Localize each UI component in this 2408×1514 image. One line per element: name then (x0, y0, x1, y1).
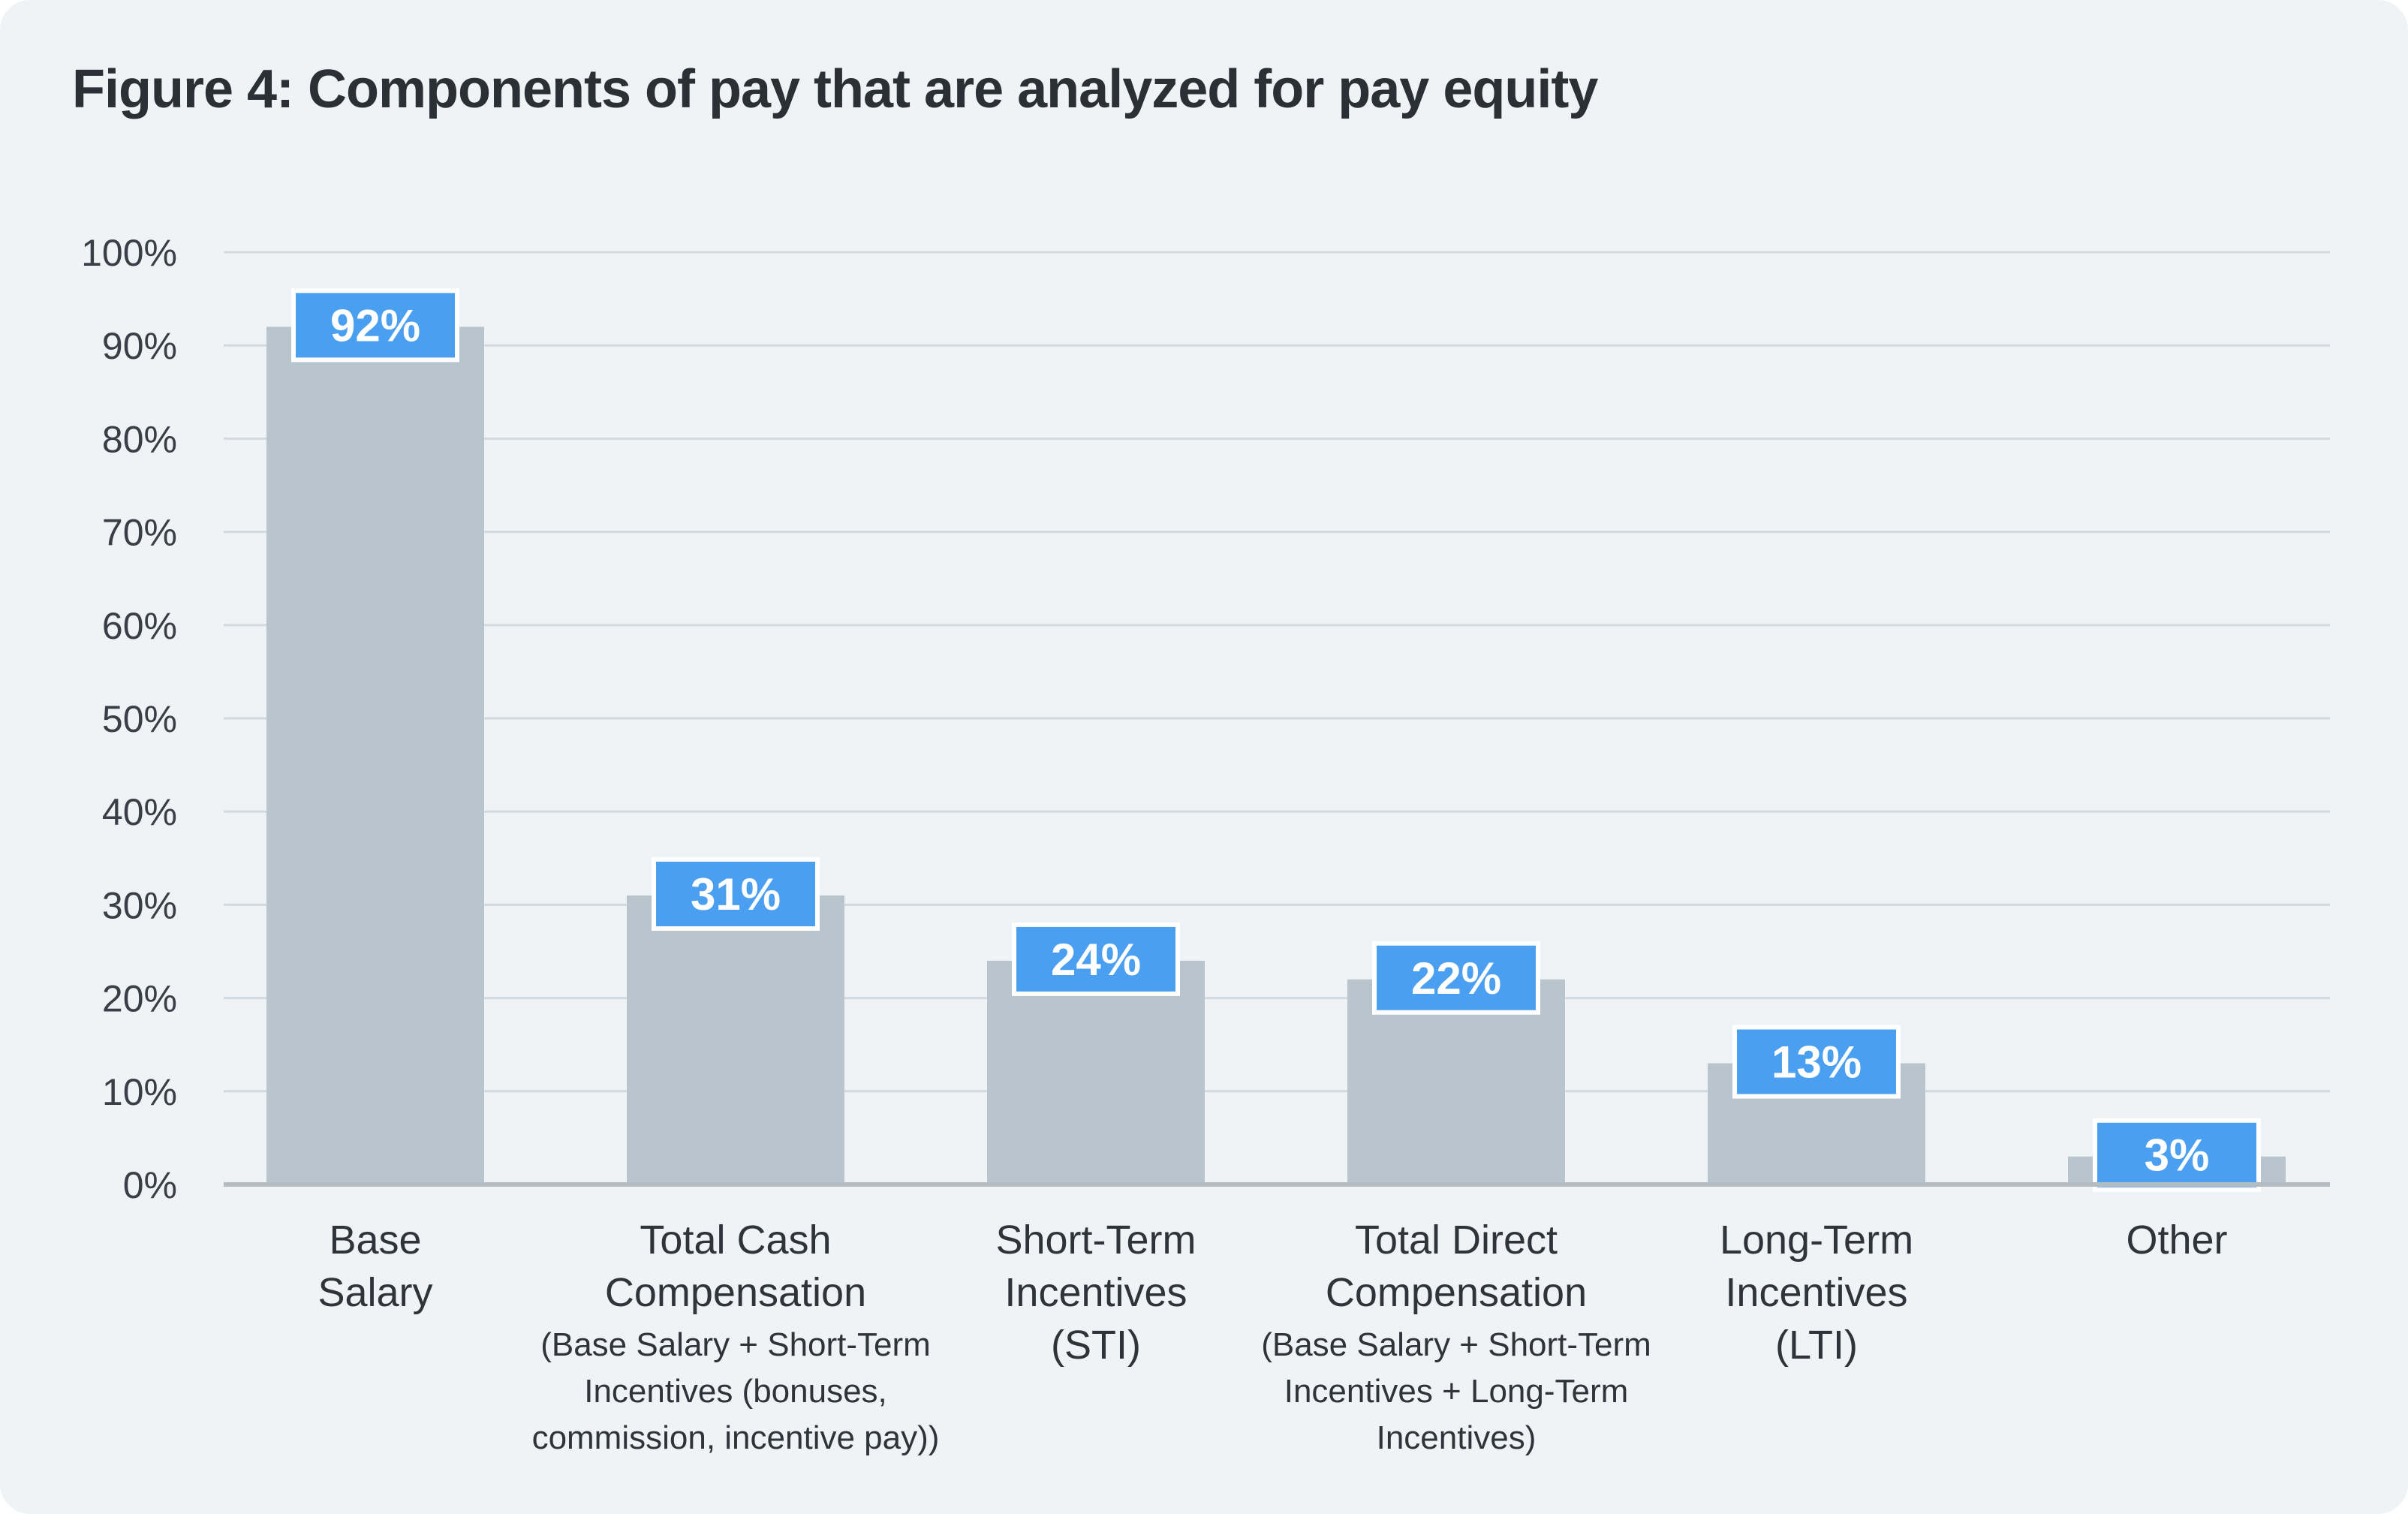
y-tick-label: 100% (81, 232, 177, 274)
bar (266, 327, 484, 1184)
x-tick-sublabel: commission, incentive pay)) (532, 1419, 940, 1456)
y-tick-label: 80% (102, 418, 177, 460)
x-tick-sublabel: (Base Salary + Short-Term (540, 1326, 931, 1363)
data-label: 13% (1771, 1037, 1862, 1088)
y-tick-label: 50% (102, 698, 177, 740)
data-label-box (1012, 922, 1180, 996)
x-tick-sublabel: (Base Salary + Short-Term (1261, 1326, 1651, 1363)
x-tick-label: Base (329, 1218, 421, 1263)
data-label-box (291, 288, 459, 363)
y-tick-label: 60% (102, 605, 177, 647)
data-label: 31% (691, 869, 781, 920)
bar (987, 960, 1205, 1184)
data-label: 22% (1411, 953, 1501, 1004)
x-tick-label: Compensation (1326, 1270, 1587, 1315)
y-tick-label: 10% (102, 1071, 177, 1113)
data-label: 24% (1051, 935, 1141, 985)
y-tick-label: 30% (102, 884, 177, 926)
x-tick-label: Short-Term (995, 1218, 1196, 1263)
x-tick-label: Incentives (1725, 1270, 1907, 1315)
data-label-box (652, 856, 820, 931)
x-tick-sublabel: Incentives (bonuses, (584, 1373, 887, 1410)
data-label: 3% (2145, 1130, 2210, 1181)
y-tick-label: 0% (123, 1164, 177, 1206)
x-tick-sublabel: Incentives) (1377, 1419, 1537, 1456)
x-tick-label: (LTI) (1775, 1323, 1858, 1368)
data-label-box (1372, 941, 1540, 1015)
data-label-box (2093, 1118, 2261, 1192)
x-tick-label: Compensation (605, 1270, 866, 1315)
y-tick-label: 40% (102, 791, 177, 833)
x-tick-label: Total Cash (640, 1218, 831, 1263)
y-tick-label: 70% (102, 512, 177, 554)
x-tick-label: Long-Term (1720, 1218, 1913, 1263)
x-tick-label: Incentives (1004, 1270, 1187, 1315)
x-tick-label: Total Direct (1355, 1218, 1558, 1263)
x-tick-label: Salary (318, 1270, 432, 1315)
bar (627, 895, 844, 1184)
x-tick-label: Other (2126, 1218, 2227, 1263)
x-tick-label: (STI) (1051, 1323, 1141, 1368)
data-label-box (1732, 1025, 1901, 1099)
chart-title: Figure 4: Components of pay that are ana… (72, 59, 1598, 119)
x-tick-sublabel: Incentives + Long-Term (1284, 1373, 1629, 1410)
y-tick-label: 90% (102, 325, 177, 367)
data-label: 92% (330, 300, 420, 351)
y-tick-label: 20% (102, 978, 177, 1020)
